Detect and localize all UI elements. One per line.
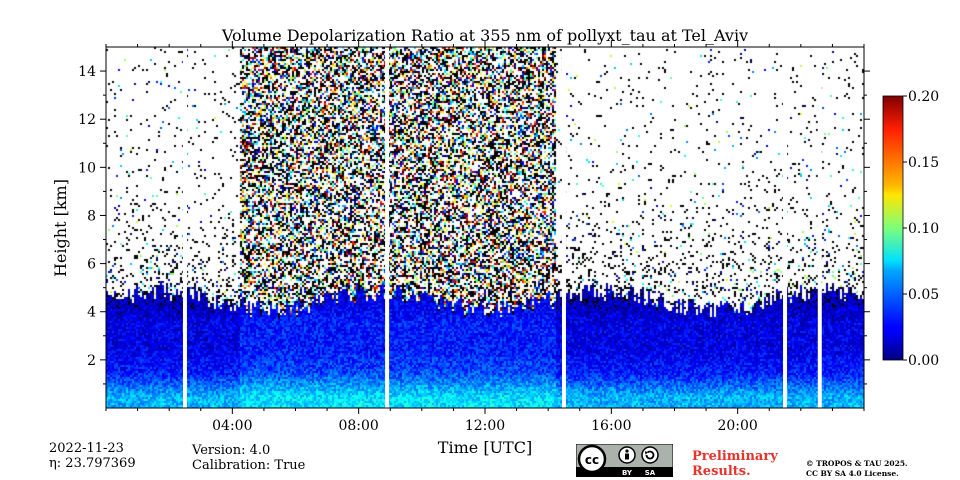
footer-date-block: 2022-11-23 η: 23.797369 [49,441,136,471]
colorbar-tick-label: 0.10 [908,221,939,237]
x-tick-label: 12:00 [465,418,505,434]
colorbar-tick-label: 0.00 [908,353,939,369]
x-tick-label: 08:00 [338,418,378,434]
cc-license-badge: cc BY SA [576,444,673,477]
copyright-line1: © TROPOS & TAU 2025. [806,459,908,468]
no-data-gap [385,47,390,408]
colorbar-tick-label: 0.05 [908,287,939,303]
colorbar-ticks: 0.00 0.05 0.10 0.15 0.20 [903,89,939,369]
y-tick-label: 10 [78,160,96,176]
eta-label: η: 23.797369 [49,456,136,471]
calibration-label: Calibration: True [192,458,306,473]
y-tick-label: 2 [87,353,96,369]
y-tick-label: 4 [87,305,96,321]
footer-version-block: Version: 4.0 Calibration: True [192,443,305,473]
x-tick-label: 04:00 [212,418,252,434]
copyright-notice: © TROPOS & TAU 2025. CC BY SA 4.0 Licens… [806,459,908,479]
no-data-gap [561,47,566,408]
date-label: 2022-11-23 [49,441,124,456]
y-tick-label: 14 [78,64,96,80]
preliminary-notice: Preliminary Results. [692,449,778,479]
colorbar-tick-label: 0.20 [908,89,939,105]
no-data-gap [817,47,822,408]
x-tick-label: 20:00 [717,418,757,434]
y-tick-label: 6 [87,257,96,273]
preliminary-line2: Results. [692,464,751,479]
x-axis-label: Time [UTC] [438,438,532,457]
svg-text:cc: cc [585,453,599,467]
cc-sa-label: SA [645,469,656,477]
y-axis-label: Height [km] [51,179,70,277]
depol-raster [106,47,864,408]
cc-by-label: BY [622,469,633,477]
version-label: Version: 4.0 [192,443,271,458]
share-alike-icon [641,446,659,464]
colorbar [882,95,904,361]
y-tick-label: 12 [78,112,96,128]
heatmap-area [106,47,864,408]
axis-ticks: 04:00 08:00 12:00 16:00 20:00 2 4 6 8 10 12 14 [78,41,870,434]
colorbar-tick-label: 0.15 [908,155,939,171]
no-data-gap [783,47,788,408]
cc-icon [577,444,607,474]
preliminary-line1: Preliminary [692,449,778,464]
chart-title: Volume Depolarization Ratio at 355 nm of… [221,26,748,45]
y-tick-label: 8 [87,208,96,224]
no-data-gap [182,47,187,408]
copyright-line2: CC BY SA 4.0 License. [806,469,899,478]
x-tick-label: 16:00 [591,418,631,434]
